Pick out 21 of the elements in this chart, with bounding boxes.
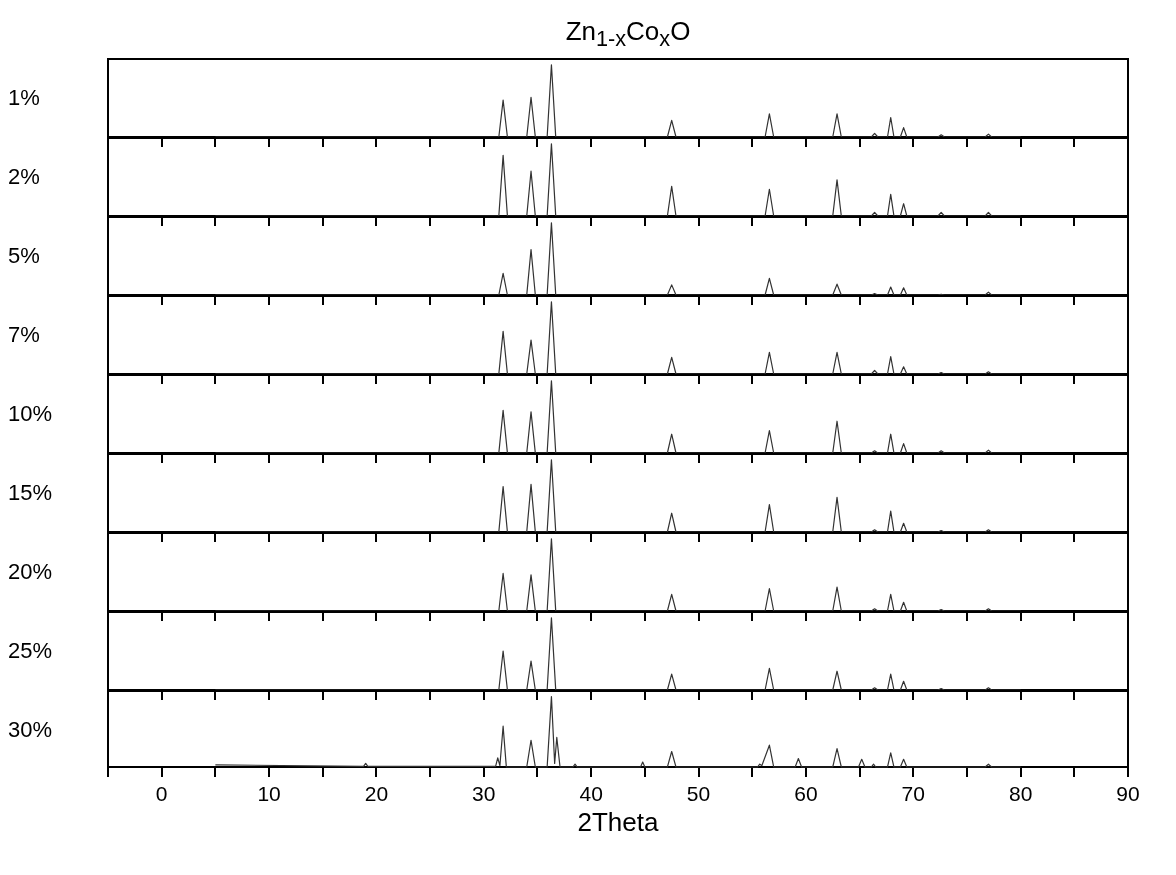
chart-title: Zn$_{1-x}$Co$_{x}$O xyxy=(564,15,692,54)
y-axis-title: 30% xyxy=(8,716,53,743)
x-tick-label: 0 xyxy=(155,782,168,806)
x-tick-label: 20 xyxy=(364,782,389,806)
y-axis-title: 15% xyxy=(8,479,53,506)
x-tick-label: 70 xyxy=(901,782,925,806)
x-tick-label: 50 xyxy=(686,782,711,806)
x-tick-label: 10 xyxy=(257,782,281,806)
y-axis-title: 25% xyxy=(8,637,53,664)
x-tick-label: 90 xyxy=(1116,782,1140,806)
y-axis-title: 2% xyxy=(8,163,40,190)
x-tick-label: 30 xyxy=(472,782,496,806)
x-tick-label: 40 xyxy=(579,782,603,806)
y-axis-title: 20% xyxy=(8,558,53,585)
x-tick-label: 80 xyxy=(1008,782,1033,806)
x-tick-label: 60 xyxy=(794,782,818,806)
y-axis-title: 7% xyxy=(8,321,40,348)
x-axis-title: 2Theta xyxy=(577,806,660,837)
y-axis-title: 5% xyxy=(8,242,40,269)
y-axis-title: 1% xyxy=(8,84,40,111)
y-axis-title: 10% xyxy=(8,400,53,427)
